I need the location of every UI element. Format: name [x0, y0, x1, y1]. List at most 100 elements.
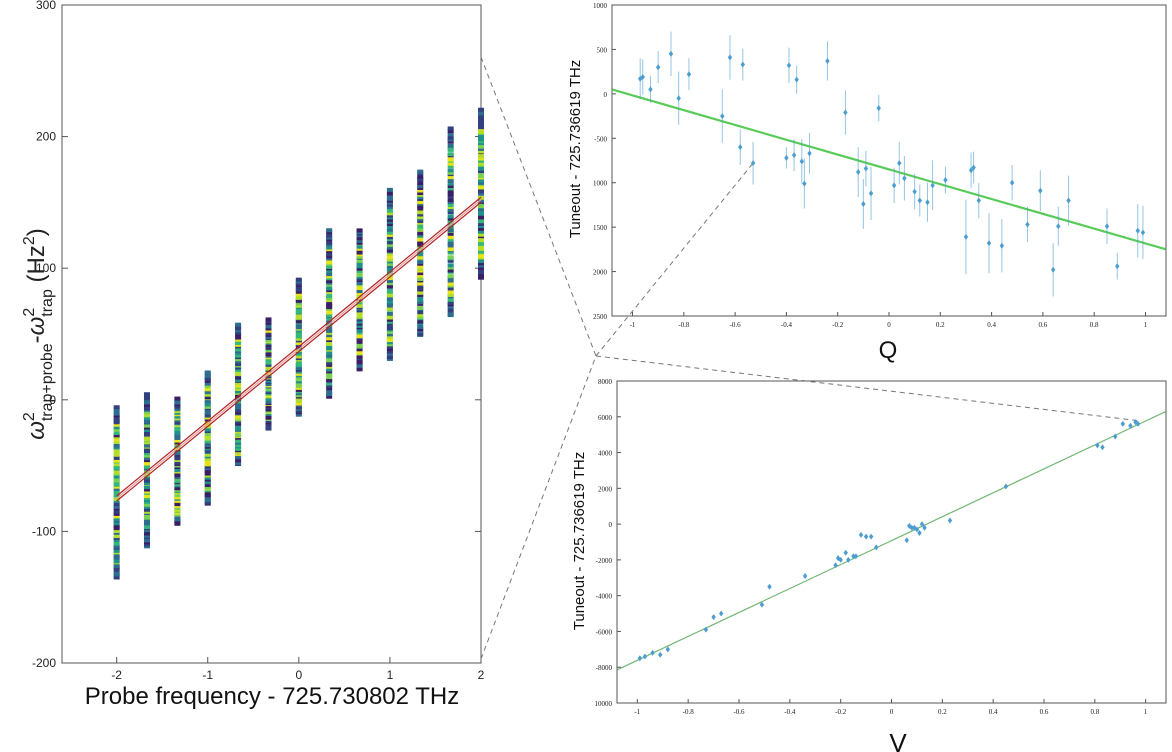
- left-data-point: [204, 483, 211, 488]
- left-data-point: [204, 383, 211, 388]
- bottom-right-data-point: [858, 531, 864, 538]
- ylabel-omega1: ω: [23, 421, 50, 440]
- left-data-point: [143, 538, 150, 543]
- left-data-point: [143, 475, 150, 480]
- top-right-marker: [971, 164, 976, 171]
- left-data-point: [386, 204, 393, 209]
- top-right-x-tick-label: 1: [1144, 321, 1148, 329]
- left-data-point: [447, 198, 454, 203]
- left-data-point: [447, 202, 454, 207]
- left-data-column: [447, 126, 454, 318]
- left-data-point: [113, 514, 120, 519]
- top-right-marker: [1115, 263, 1120, 270]
- left-data-point: [326, 240, 333, 245]
- bottom-right-data-point: [650, 649, 655, 656]
- top-right-marker: [1050, 266, 1056, 273]
- left-data-point: [295, 408, 302, 413]
- bottom-right-data-point: [851, 553, 856, 560]
- left-data-point: [295, 281, 302, 286]
- left-data-point: [417, 331, 424, 336]
- left-data-point: [386, 221, 393, 226]
- left-data-point: [113, 416, 120, 421]
- left-data-point: [113, 443, 120, 448]
- left-data-point: [417, 197, 424, 202]
- left-data-point: [478, 169, 484, 174]
- left-data-point: [356, 266, 363, 271]
- left-data-point: [417, 231, 424, 236]
- left-data-point: [295, 383, 302, 388]
- left-data-point: [478, 203, 484, 208]
- left-data-point: [326, 389, 333, 394]
- left-data-point: [326, 360, 333, 365]
- bottom-right-marker: [833, 562, 838, 569]
- left-data-point: [447, 235, 454, 240]
- left-data-point: [295, 371, 302, 376]
- left-data-point: [386, 211, 393, 216]
- left-data-point: [326, 286, 333, 291]
- left-data-point: [478, 261, 484, 266]
- left-data-point: [204, 480, 211, 485]
- left-data-point: [386, 334, 393, 339]
- left-data-point: [235, 367, 242, 372]
- left-data-point: [386, 187, 393, 192]
- ylabel-minus: -: [23, 335, 50, 343]
- top-right-chart: -1 -0.8 -0.6 -0.4 -0.2 0 0.2 0.4 0.6 0.8 1 1000 500 0…: [567, 2, 1167, 364]
- left-data-point: [356, 342, 363, 347]
- left-data-point: [113, 458, 120, 463]
- left-data-point: [295, 323, 302, 328]
- bottom-right-marker: [922, 524, 927, 531]
- left-data-point: [386, 276, 393, 281]
- bottom-right-data-point: [917, 530, 922, 537]
- left-data-point: [356, 254, 363, 259]
- left-data-point: [113, 407, 120, 412]
- left-data-point: [235, 375, 242, 380]
- left-data-point: [113, 448, 120, 453]
- left-data-point: [386, 332, 393, 337]
- top-right-marker: [943, 177, 948, 184]
- left-data-point: [113, 541, 120, 546]
- left-data-point: [265, 358, 272, 363]
- left-data-point: [326, 310, 333, 315]
- top-right-x-tick-label: -0.2: [832, 321, 844, 329]
- left-data-point: [386, 254, 393, 259]
- top-right-fit-line: [611, 88, 1167, 251]
- left-data-point: [447, 152, 454, 157]
- left-data-point: [447, 181, 454, 186]
- top-right-data-point: [720, 89, 725, 143]
- left-data-point: [143, 419, 150, 424]
- top-right-marker: [897, 160, 902, 167]
- top-right-marker: [925, 199, 930, 206]
- left-data-point: [204, 490, 211, 495]
- left-data-point: [417, 206, 424, 211]
- left-data-point: [204, 370, 211, 375]
- bottom-right-y-tick-label: -6000: [596, 628, 613, 636]
- bottom-right-marker: [658, 651, 663, 658]
- left-data-point: [235, 353, 242, 358]
- left-data-point: [447, 255, 454, 260]
- bottom-right-data-point: [843, 549, 848, 556]
- left-data-point: [356, 317, 363, 322]
- left-data-point: [356, 319, 363, 324]
- left-data-point: [143, 410, 150, 415]
- left-data-point: [204, 462, 211, 467]
- left-data-point: [235, 443, 242, 448]
- left-data-point: [478, 270, 484, 275]
- top-right-data-point: [843, 90, 848, 135]
- left-data-point: [113, 465, 120, 470]
- left-data-point: [265, 317, 272, 322]
- left-data-point: [235, 362, 242, 367]
- zoom-connectors: [480, 56, 1142, 660]
- left-data-point: [447, 132, 454, 137]
- left-data-point: [143, 528, 150, 533]
- top-right-marker: [648, 86, 653, 93]
- left-data-point: [447, 207, 454, 212]
- left-data-point: [356, 334, 363, 339]
- ylabel-unit-close: ): [23, 228, 50, 236]
- bottom-right-marker: [719, 610, 724, 617]
- bottom-right-data-point: [863, 533, 869, 540]
- left-data-point: [478, 187, 484, 192]
- left-data-point: [417, 191, 424, 196]
- bottom-right-marker: [858, 531, 864, 538]
